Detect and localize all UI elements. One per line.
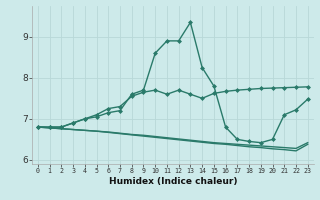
X-axis label: Humidex (Indice chaleur): Humidex (Indice chaleur) — [108, 177, 237, 186]
